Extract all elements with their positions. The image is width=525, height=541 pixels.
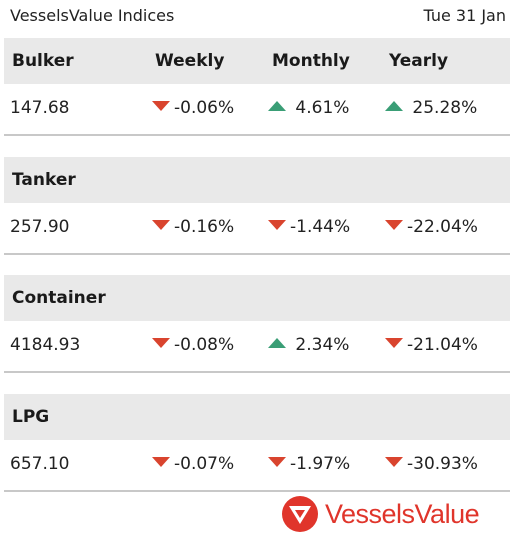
section-header: Tanker [4,157,510,203]
weekly-change-text: -0.08% [174,335,235,355]
section-name: Container [12,288,106,308]
index-section-bulker: Bulker Weekly Monthly Yearly 147.68 -0.0… [4,38,510,136]
monthly-change-text: 4.61% [290,98,350,118]
section-header: Container [4,275,510,321]
widget-header: VesselsValue Indices Tue 31 Jan [0,0,512,34]
logo-wordmark: VesselsValue [325,499,480,529]
weekly-change-text: -0.06% [174,98,235,118]
weekly-change: -0.06% [152,98,234,118]
index-value: 257.90 [10,217,70,237]
column-header-weekly: Weekly [155,51,225,71]
index-value: 4184.93 [10,335,81,355]
index-row: 147.68 -0.06% 4.61% 25.28% [4,84,510,136]
change-arrow-icon [268,338,286,348]
widget-title: VesselsValue Indices [10,6,175,25]
yearly-change: 25.28% [385,98,477,118]
section-name: LPG [12,407,50,427]
section-name: Tanker [12,170,76,190]
change-arrow-icon [385,338,403,348]
section-header: LPG [4,394,510,440]
yearly-change-text: -21.04% [407,335,478,355]
monthly-change-text: 2.34% [290,335,350,355]
index-value: 657.10 [10,454,70,474]
column-header-yearly: Yearly [389,51,449,71]
monthly-change: 4.61% [268,98,349,118]
section-name: Bulker [12,51,74,71]
weekly-change-text: -0.16% [174,217,235,237]
change-arrow-icon [268,101,286,111]
section-header: Bulker Weekly Monthly Yearly [4,38,510,84]
change-arrow-icon [152,338,170,348]
yearly-change-text: -30.93% [407,454,478,474]
column-header-monthly: Monthly [272,51,350,71]
weekly-change: -0.08% [152,335,234,355]
index-section-tanker: Tanker 257.90 -0.16% -1.44% -22.04% [4,157,510,255]
index-value: 147.68 [10,98,70,118]
monthly-change: -1.44% [268,217,350,237]
weekly-change-text: -0.07% [174,454,235,474]
index-section-lpg: LPG 657.10 -0.07% -1.97% -30.93% [4,394,510,492]
change-arrow-icon [385,101,403,111]
change-arrow-icon [152,220,170,230]
index-row: 257.90 -0.16% -1.44% -22.04% [4,203,510,255]
change-arrow-icon [268,457,286,467]
yearly-change: -21.04% [385,335,478,355]
monthly-change: -1.97% [268,454,350,474]
monthly-change-text: -1.97% [290,454,351,474]
change-arrow-icon [152,101,170,111]
index-row: 657.10 -0.07% -1.97% -30.93% [4,440,510,492]
monthly-change-text: -1.44% [290,217,351,237]
yearly-change-text: 25.28% [407,98,478,118]
weekly-change: -0.16% [152,217,234,237]
index-section-container: Container 4184.93 -0.08% 2.34% -21.04% [4,275,510,373]
widget-date: Tue 31 Jan [423,6,506,25]
yearly-change-text: -22.04% [407,217,478,237]
vesselsvalue-logo-icon [282,496,318,532]
weekly-change: -0.07% [152,454,234,474]
yearly-change: -30.93% [385,454,478,474]
monthly-change: 2.34% [268,335,349,355]
change-arrow-icon [385,457,403,467]
vesselsvalue-logo[interactable]: VesselsValue [281,495,501,535]
change-arrow-icon [152,457,170,467]
change-arrow-icon [268,220,286,230]
index-row: 4184.93 -0.08% 2.34% -21.04% [4,321,510,373]
change-arrow-icon [385,220,403,230]
yearly-change: -22.04% [385,217,478,237]
